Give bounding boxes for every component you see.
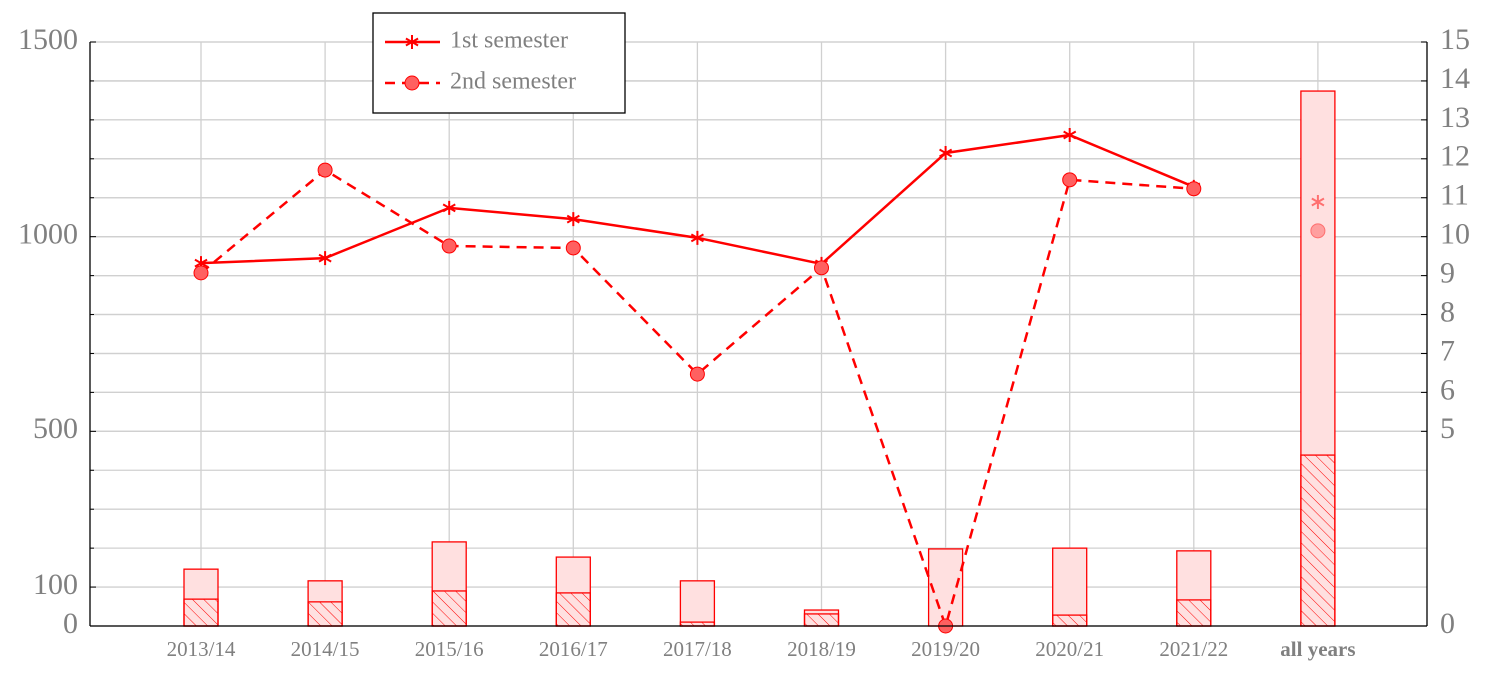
y2-tick-label: 6	[1440, 373, 1455, 406]
axes: 0 100 500 1000 1500 0 5 6 7 8 9 10 11 12 13 14 15 2013/14…	[18, 23, 1470, 661]
x-tick-label: 2021/22	[1159, 637, 1228, 661]
y2-tick-label: 13	[1440, 101, 1470, 134]
x-tick-label: 2015/16	[415, 637, 484, 661]
y2-tick-label: 5	[1440, 412, 1455, 445]
line	[200, 168, 1194, 631]
bars	[183, 90, 1336, 627]
point-marker	[689, 366, 705, 382]
point-marker	[565, 240, 581, 256]
y2-tick-label: 9	[1440, 256, 1455, 289]
point-marker	[1186, 181, 1202, 197]
point-marker	[193, 265, 209, 281]
point-marker	[814, 260, 829, 276]
grid	[90, 41, 1427, 627]
y2-tick-label: 0	[1440, 607, 1455, 640]
bar	[803, 613, 840, 627]
bar	[1176, 599, 1212, 627]
y2-tick-label: 10	[1440, 218, 1470, 251]
x-tick-label: all years	[1280, 637, 1355, 661]
legend-label: 1st semester	[450, 28, 568, 54]
lines	[193, 128, 1326, 634]
point-marker	[939, 145, 953, 160]
legend-box	[372, 12, 626, 114]
x-tick-label: 2014/15	[291, 637, 360, 661]
x-tick-label: 2016/17	[539, 637, 608, 661]
bar	[555, 592, 591, 627]
x-tick-label: 2020/21	[1035, 637, 1104, 661]
bar	[1052, 547, 1088, 627]
point-marker	[690, 230, 704, 245]
point-marker	[405, 35, 419, 49]
point-marker	[318, 251, 332, 266]
point-marker	[442, 200, 456, 215]
y-tick-label: 500	[33, 412, 78, 445]
point-marker	[404, 75, 420, 91]
y-tick-label: 1000	[18, 218, 78, 251]
legend: 1st semester 2nd semester	[372, 12, 626, 114]
y-tick-label: 1500	[18, 23, 78, 56]
bar	[679, 580, 716, 627]
y2-tick-label: 14	[1440, 62, 1470, 95]
point-marker	[1310, 223, 1326, 239]
x-tick-label: 2017/18	[663, 637, 732, 661]
point-marker	[1311, 195, 1325, 210]
bar	[1300, 454, 1336, 627]
point-marker	[1063, 128, 1077, 143]
bar	[431, 590, 467, 627]
point-marker	[566, 212, 580, 227]
legend-label: 2nd semester	[450, 69, 576, 95]
x-tick-label: 2013/14	[167, 637, 236, 661]
y2-tick-label: 7	[1440, 334, 1455, 367]
y-tick-label: 100	[33, 568, 78, 601]
y2-tick-label: 8	[1440, 295, 1455, 328]
point-marker	[441, 238, 457, 254]
x-tick-label: 2019/20	[911, 637, 980, 661]
bar	[1052, 614, 1088, 627]
x-tick-label: 2018/19	[787, 637, 856, 661]
y2-tick-label: 15	[1440, 23, 1470, 56]
bar	[307, 601, 343, 627]
point-marker	[1062, 172, 1078, 188]
y2-tick-label: 12	[1440, 140, 1470, 173]
y-tick-label: 0	[63, 607, 78, 640]
y2-tick-label: 11	[1440, 179, 1469, 212]
bar	[183, 598, 219, 627]
point-marker	[317, 162, 333, 178]
